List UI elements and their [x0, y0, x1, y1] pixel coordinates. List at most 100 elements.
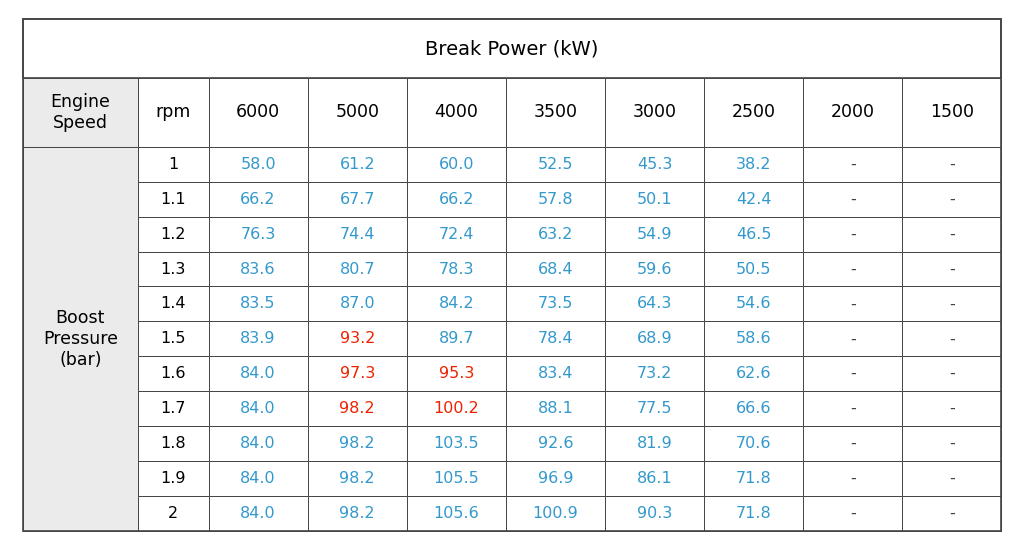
Text: 77.5: 77.5 [637, 401, 673, 416]
Text: 54.9: 54.9 [637, 226, 673, 242]
Text: 1.4: 1.4 [161, 296, 186, 311]
Text: 50.5: 50.5 [736, 261, 771, 277]
Text: 1: 1 [168, 157, 178, 172]
Text: 86.1: 86.1 [637, 471, 673, 486]
Text: 54.6: 54.6 [736, 296, 771, 311]
Text: 1.6: 1.6 [161, 366, 186, 381]
Text: 84.0: 84.0 [241, 401, 275, 416]
Text: 58.6: 58.6 [736, 331, 771, 346]
Text: 84.2: 84.2 [438, 296, 474, 311]
Text: 2500: 2500 [732, 103, 775, 121]
Text: 97.3: 97.3 [340, 366, 375, 381]
Text: 73.2: 73.2 [637, 366, 672, 381]
Text: 72.4: 72.4 [438, 226, 474, 242]
Text: 83.9: 83.9 [241, 331, 275, 346]
Text: 83.6: 83.6 [241, 261, 275, 277]
Text: 3000: 3000 [633, 103, 677, 121]
Text: -: - [949, 226, 954, 242]
Text: -: - [949, 296, 954, 311]
Text: 73.5: 73.5 [538, 296, 573, 311]
Text: -: - [949, 401, 954, 416]
Text: 45.3: 45.3 [637, 157, 672, 172]
Text: 84.0: 84.0 [241, 366, 275, 381]
Text: 68.9: 68.9 [637, 331, 673, 346]
Text: 66.6: 66.6 [736, 401, 771, 416]
Text: 1500: 1500 [930, 103, 974, 121]
Text: 1.1: 1.1 [161, 192, 186, 207]
Text: 98.2: 98.2 [339, 401, 375, 416]
Text: 1.9: 1.9 [161, 471, 186, 486]
Text: -: - [850, 505, 856, 521]
Text: 6000: 6000 [236, 103, 281, 121]
Text: 66.2: 66.2 [241, 192, 275, 207]
Text: 63.2: 63.2 [538, 226, 573, 242]
Text: 88.1: 88.1 [538, 401, 573, 416]
Text: 59.6: 59.6 [637, 261, 673, 277]
Text: 89.7: 89.7 [438, 331, 474, 346]
Text: 103.5: 103.5 [433, 436, 479, 451]
Text: Break Power (kW): Break Power (kW) [425, 39, 599, 58]
Text: Engine
Speed: Engine Speed [50, 93, 111, 132]
Text: 68.4: 68.4 [538, 261, 573, 277]
Text: 38.2: 38.2 [736, 157, 771, 172]
Text: 92.6: 92.6 [538, 436, 573, 451]
Text: 1.5: 1.5 [161, 331, 186, 346]
Text: 4000: 4000 [434, 103, 478, 121]
Text: 64.3: 64.3 [637, 296, 672, 311]
Text: 2: 2 [168, 505, 178, 521]
Text: 50.1: 50.1 [637, 192, 673, 207]
Text: -: - [850, 471, 856, 486]
Text: -: - [850, 296, 856, 311]
Text: 1.8: 1.8 [161, 436, 186, 451]
Text: -: - [850, 226, 856, 242]
Text: 78.4: 78.4 [538, 331, 573, 346]
Text: -: - [850, 157, 856, 172]
Text: 78.3: 78.3 [438, 261, 474, 277]
Text: -: - [850, 192, 856, 207]
Text: 71.8: 71.8 [736, 471, 771, 486]
Text: 42.4: 42.4 [736, 192, 771, 207]
Text: 74.4: 74.4 [339, 226, 375, 242]
Text: -: - [949, 505, 954, 521]
Text: 66.2: 66.2 [438, 192, 474, 207]
Text: -: - [949, 331, 954, 346]
Text: 93.2: 93.2 [340, 331, 375, 346]
Text: rpm: rpm [156, 103, 190, 121]
Text: 70.6: 70.6 [736, 436, 771, 451]
Text: 105.6: 105.6 [433, 505, 479, 521]
Text: 2000: 2000 [830, 103, 874, 121]
Text: 81.9: 81.9 [637, 436, 673, 451]
Text: 83.5: 83.5 [241, 296, 275, 311]
Text: 84.0: 84.0 [241, 471, 275, 486]
Text: 98.2: 98.2 [339, 436, 375, 451]
Text: -: - [949, 471, 954, 486]
Text: Boost
Pressure
(bar): Boost Pressure (bar) [43, 309, 118, 369]
Text: 90.3: 90.3 [637, 505, 672, 521]
Text: 52.5: 52.5 [538, 157, 573, 172]
Text: 100.2: 100.2 [433, 401, 479, 416]
Text: -: - [949, 436, 954, 451]
Text: 87.0: 87.0 [339, 296, 375, 311]
Text: 57.8: 57.8 [538, 192, 573, 207]
Text: -: - [949, 366, 954, 381]
Text: 100.9: 100.9 [532, 505, 579, 521]
Text: 84.0: 84.0 [241, 505, 275, 521]
Text: 5000: 5000 [335, 103, 379, 121]
Text: 98.2: 98.2 [339, 471, 375, 486]
Text: 84.0: 84.0 [241, 436, 275, 451]
Text: 105.5: 105.5 [433, 471, 479, 486]
Text: -: - [850, 436, 856, 451]
Text: 1.3: 1.3 [161, 261, 186, 277]
Text: 3500: 3500 [534, 103, 578, 121]
Text: 1.2: 1.2 [161, 226, 186, 242]
Text: -: - [850, 261, 856, 277]
Text: 83.4: 83.4 [538, 366, 573, 381]
Text: 62.6: 62.6 [736, 366, 771, 381]
Text: 58.0: 58.0 [241, 157, 275, 172]
Text: 46.5: 46.5 [736, 226, 771, 242]
Text: 67.7: 67.7 [339, 192, 375, 207]
Text: 96.9: 96.9 [538, 471, 573, 486]
Text: 61.2: 61.2 [339, 157, 375, 172]
Text: 60.0: 60.0 [438, 157, 474, 172]
Text: 95.3: 95.3 [438, 366, 474, 381]
